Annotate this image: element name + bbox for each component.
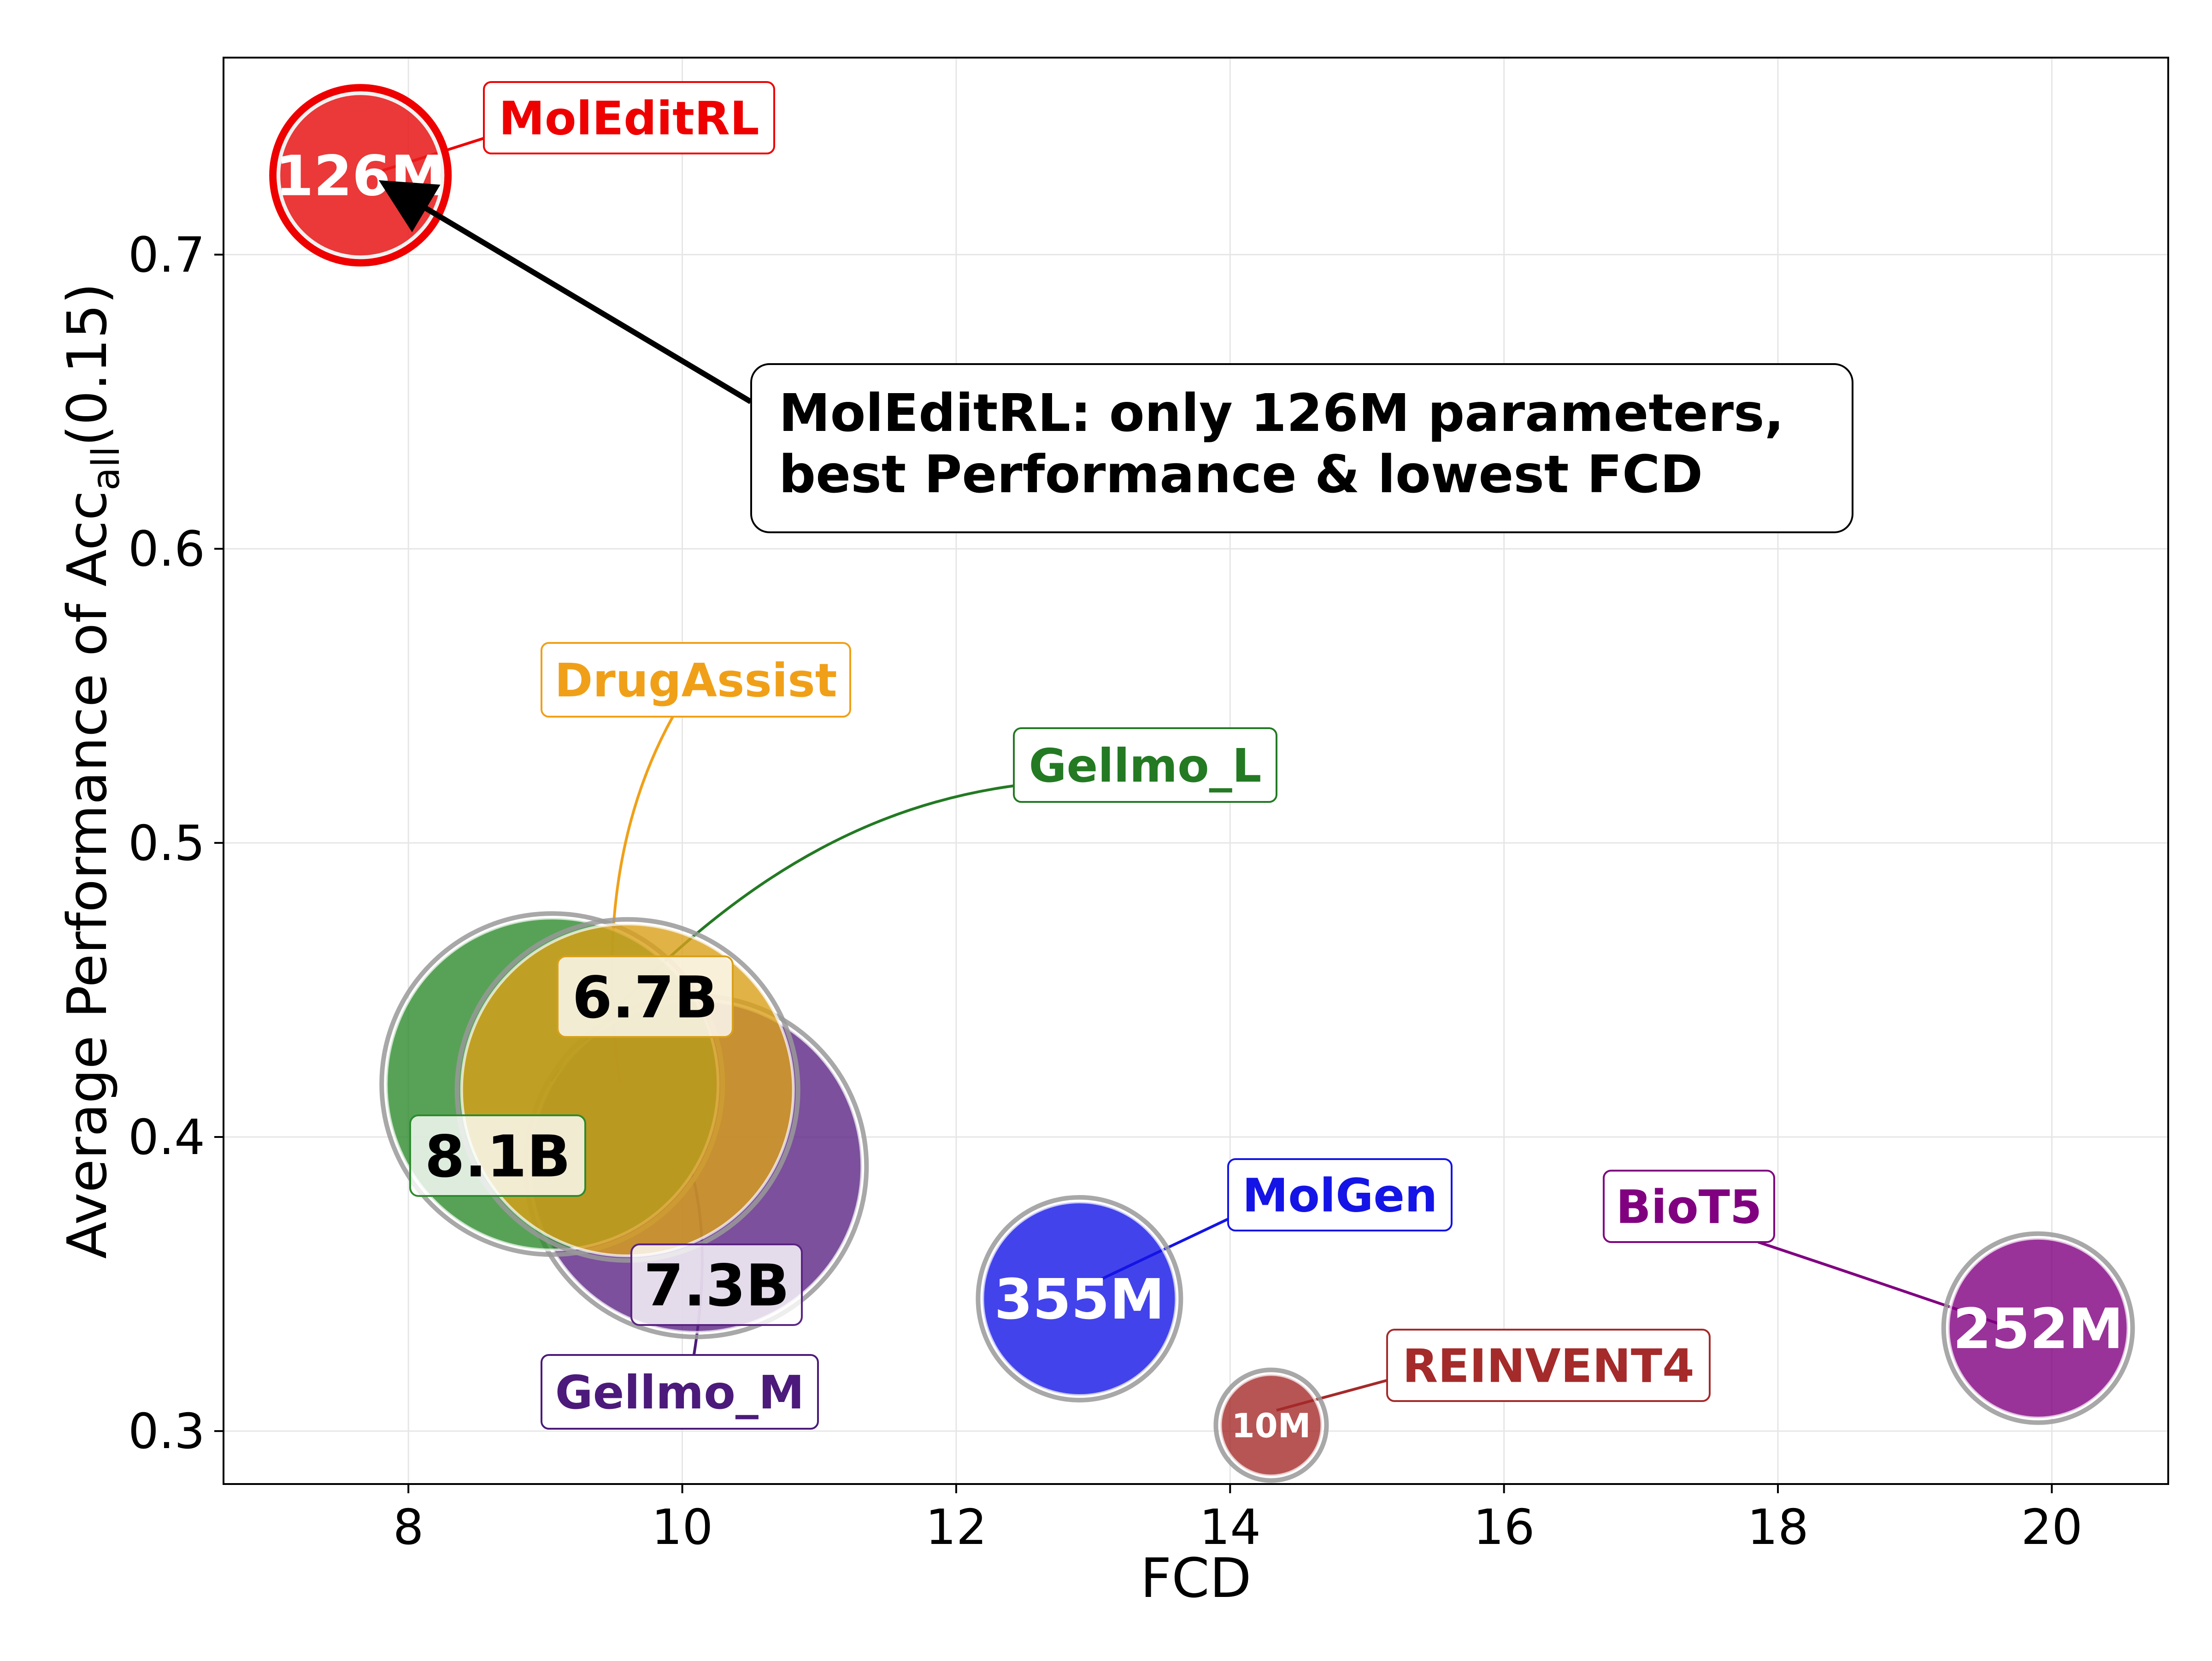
name-label-moleditrl: MolEditRL bbox=[499, 92, 759, 146]
name-label-gellmo-l: Gellmo_L bbox=[1029, 739, 1261, 793]
annotation-arrow bbox=[378, 180, 753, 404]
y-axis-label: Average Performance of Accall(0.15) bbox=[55, 283, 128, 1259]
name-label-box bbox=[1013, 727, 1277, 803]
name-label-box bbox=[541, 642, 851, 718]
plot-frame bbox=[223, 57, 2169, 1485]
name-labels: Gellmo_M Gellmo_L DrugAssist MolGen REINVENT… bbox=[483, 81, 1775, 1430]
bubble-circle bbox=[1947, 1237, 2130, 1420]
x-tick-label: 18 bbox=[1747, 1499, 1809, 1555]
bubble-outline bbox=[454, 917, 800, 1263]
bubble-circle bbox=[981, 1200, 1178, 1397]
name-label-box bbox=[541, 1354, 819, 1430]
annotation-line-2: best Performance & lowest FCD bbox=[779, 445, 1703, 505]
bubble-outline bbox=[976, 1195, 1183, 1402]
y-tick-label: 0.3 bbox=[128, 1403, 205, 1460]
x-tick-label: 14 bbox=[1199, 1499, 1261, 1555]
y-tick-label: 0.5 bbox=[128, 815, 205, 872]
x-tick-label: 20 bbox=[2021, 1499, 2083, 1555]
bubble-biot5 bbox=[1941, 1231, 2135, 1425]
y-axis-label-suffix: (0.15) bbox=[55, 283, 119, 447]
name-label-gellmo-m: Gellmo_M bbox=[555, 1366, 805, 1420]
x-axis-label: FCD bbox=[1140, 1546, 1251, 1610]
axes: 8 10 12 14 16 18 20 0.3 0.4 0.5 0.6 0.7 FCD Average P… bbox=[55, 57, 2169, 1610]
size-label-gellmo-m: 7.3B bbox=[644, 1253, 790, 1319]
size-labels: 7.3B 8.1B 6.7B 355M 10M 252M 126M bbox=[275, 144, 2123, 1445]
size-label-molgen: 355M bbox=[994, 1268, 1165, 1332]
bubble-outline bbox=[1213, 1367, 1329, 1483]
y-axis-label-main: Average Performance of Acc bbox=[55, 490, 119, 1259]
x-tick-label: 10 bbox=[652, 1499, 713, 1555]
name-label-reinvent4: REINVENT4 bbox=[1402, 1339, 1694, 1393]
y-tick-label: 0.7 bbox=[128, 227, 205, 283]
name-label-drugassist: DrugAssist bbox=[554, 654, 837, 707]
size-label-gellmo-l: 8.1B bbox=[425, 1124, 571, 1190]
bubble-reinvent4 bbox=[1213, 1367, 1329, 1483]
annotation-line-1: MolEditRL: only 126M parameters, bbox=[779, 383, 1784, 443]
bubble-molgen bbox=[976, 1195, 1183, 1402]
bubble-highlight-ring bbox=[269, 84, 452, 267]
bubble-circle bbox=[1219, 1373, 1324, 1478]
name-label-box bbox=[483, 81, 775, 154]
size-label-drugassist: 6.7B bbox=[572, 965, 718, 1031]
size-label-reinvent4: 10M bbox=[1232, 1406, 1311, 1445]
name-label-biot5: BioT5 bbox=[1616, 1180, 1762, 1234]
name-label-molgen: MolGen bbox=[1242, 1169, 1438, 1223]
x-tick-label: 12 bbox=[925, 1499, 987, 1555]
name-label-box bbox=[1603, 1170, 1775, 1243]
x-tick-label: 16 bbox=[1473, 1499, 1535, 1555]
size-label-box bbox=[409, 1114, 586, 1197]
size-label-moleditrl: 126M bbox=[275, 144, 446, 208]
y-axis-label-subscript: all bbox=[84, 447, 128, 491]
annotation: MolEditRL: only 126M parameters,best Per… bbox=[378, 180, 1853, 533]
bubble-outline bbox=[1941, 1231, 2135, 1425]
size-label-box bbox=[557, 955, 734, 1038]
y-tick-label: 0.4 bbox=[128, 1109, 205, 1166]
x-tick-label: 8 bbox=[393, 1499, 424, 1555]
annotation-box bbox=[750, 363, 1853, 533]
size-label-box bbox=[630, 1243, 803, 1326]
name-label-box bbox=[1386, 1329, 1711, 1402]
y-tick-label: 0.6 bbox=[128, 521, 205, 577]
name-label-box bbox=[1227, 1158, 1453, 1231]
size-label-biot5: 252M bbox=[1953, 1297, 2124, 1361]
